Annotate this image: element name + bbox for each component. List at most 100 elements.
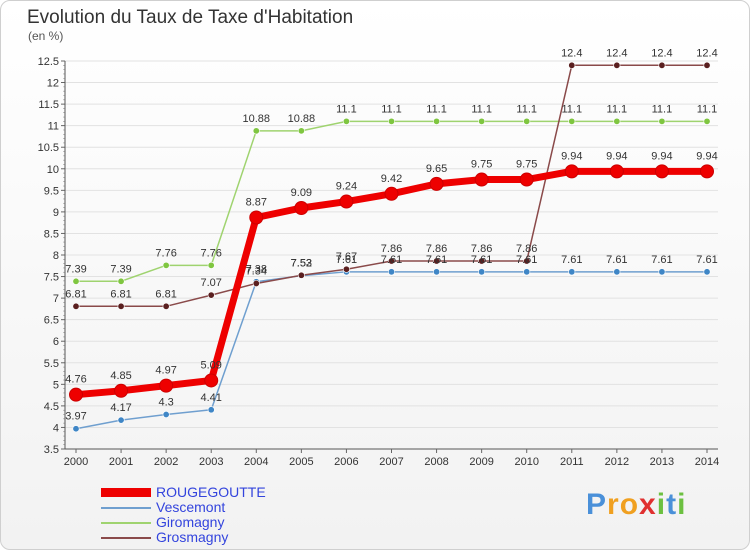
- data-point-rougegoutte: [339, 194, 354, 209]
- data-point-vescemont: [523, 268, 531, 276]
- data-label-rougegoutte: 9.09: [291, 187, 312, 199]
- data-label-rougegoutte: 9.94: [561, 150, 582, 162]
- data-label-vescemont: 7.61: [516, 254, 537, 266]
- y-tick-label: 7: [53, 293, 59, 305]
- y-tick-label: 4.5: [44, 401, 59, 413]
- data-label-giromagny: 11.1: [381, 103, 402, 115]
- data-label-grosmagny: 12.4: [606, 47, 627, 59]
- y-tick-label: 6.5: [44, 315, 59, 327]
- y-tick-label: 11: [48, 121, 59, 133]
- x-tick-label: 2009: [469, 456, 493, 468]
- data-point-giromagny: [658, 117, 666, 125]
- data-label-rougegoutte: 9.94: [696, 150, 717, 162]
- data-point-grosmagny: [207, 291, 215, 299]
- data-label-rougegoutte: 9.94: [606, 150, 627, 162]
- legend-item-vescemont: Vescemont: [101, 500, 266, 515]
- data-label-grosmagny: 7.86: [471, 243, 492, 255]
- data-label-grosmagny: 7.07: [201, 277, 222, 289]
- data-point-giromagny: [162, 261, 170, 269]
- x-tick-label: 2004: [244, 456, 268, 468]
- data-point-grosmagny: [342, 265, 350, 273]
- data-label-rougegoutte: 9.94: [651, 150, 672, 162]
- y-tick-label: 5: [53, 379, 59, 391]
- data-point-grosmagny: [252, 279, 260, 287]
- data-label-giromagny: 11.1: [516, 103, 537, 115]
- data-point-grosmagny: [703, 61, 711, 69]
- data-label-giromagny: 7.39: [110, 263, 131, 275]
- data-label-giromagny: 11.1: [607, 103, 628, 115]
- data-point-vescemont: [433, 268, 441, 276]
- x-tick-label: 2014: [695, 456, 719, 468]
- data-point-grosmagny: [613, 61, 621, 69]
- data-point-vescemont: [387, 268, 395, 276]
- data-label-rougegoutte: 5.09: [201, 359, 222, 371]
- data-label-grosmagny: 7.86: [426, 243, 447, 255]
- x-tick-label: 2011: [560, 456, 584, 468]
- data-point-vescemont: [613, 268, 621, 276]
- data-label-giromagny: 11.1: [426, 103, 447, 115]
- data-point-rougegoutte: [654, 164, 669, 179]
- logo-letter: r: [607, 488, 620, 521]
- data-point-grosmagny: [117, 302, 125, 310]
- data-point-giromagny: [117, 277, 125, 285]
- x-tick-label: 2003: [199, 456, 223, 468]
- chart-title: Evolution du Taux de Taxe d'Habitation: [27, 7, 354, 28]
- proxiti-logo: Proxiti: [586, 488, 686, 522]
- y-axis-unit: (en %): [28, 29, 64, 43]
- y-tick-label: 11.5: [38, 99, 59, 111]
- data-label-grosmagny: 7.86: [516, 243, 537, 255]
- y-tick-label: 6: [53, 336, 59, 348]
- data-point-rougegoutte: [429, 176, 444, 191]
- legend: ROUGEGOUTTE Vescemont Giromagny Grosmagn…: [101, 485, 266, 545]
- logo-letter: x: [639, 488, 657, 521]
- data-point-rougegoutte: [114, 383, 129, 398]
- data-point-grosmagny: [297, 271, 305, 279]
- data-label-giromagny: 7.39: [65, 263, 86, 275]
- data-label-rougegoutte: 9.65: [426, 163, 447, 175]
- series-group: [69, 61, 714, 433]
- data-label-vescemont: 4.3: [158, 397, 173, 409]
- data-point-vescemont: [703, 268, 711, 276]
- data-labels: 3.974.17 4.3 4.417.387.52 7.61 7.61 7.61 7.61 7…: [65, 47, 717, 422]
- y-tick-label: 4: [53, 422, 59, 434]
- logo-letter: i: [656, 488, 667, 521]
- x-tick-label: 2013: [650, 456, 674, 468]
- x-tick-label: 2001: [109, 456, 133, 468]
- logo-letter: t: [666, 488, 678, 521]
- data-label-giromagny: 11.1: [561, 103, 582, 115]
- data-label-giromagny: 11.1: [652, 103, 673, 115]
- data-point-grosmagny: [523, 257, 531, 265]
- data-point-giromagny: [568, 117, 576, 125]
- data-label-vescemont: 4.41: [201, 392, 222, 404]
- x-tick-label: 2007: [379, 456, 403, 468]
- data-label-grosmagny: 7.53: [291, 257, 312, 269]
- data-label-vescemont: 7.61: [336, 254, 357, 266]
- data-point-rougegoutte: [474, 172, 489, 187]
- legend-label: Vescemont: [156, 499, 226, 515]
- data-point-giromagny: [72, 277, 80, 285]
- y-tick-label: 10: [47, 164, 59, 176]
- data-point-giromagny: [478, 117, 486, 125]
- data-label-giromagny: 7.76: [155, 247, 176, 259]
- legend-item-giromagny: Giromagny: [101, 515, 266, 530]
- data-label-rougegoutte: 4.85: [110, 370, 131, 382]
- data-label-rougegoutte: 4.76: [65, 374, 86, 386]
- data-point-grosmagny: [478, 257, 486, 265]
- data-label-vescemont: 7.61: [426, 254, 447, 266]
- y-tick-label: 10.5: [38, 142, 59, 154]
- legend-swatch-vescemont: [101, 506, 151, 509]
- y-tick-label: 8: [53, 250, 59, 262]
- data-point-giromagny: [387, 117, 395, 125]
- data-point-giromagny: [613, 117, 621, 125]
- data-point-rougegoutte: [609, 164, 624, 179]
- data-point-giromagny: [433, 117, 441, 125]
- data-label-vescemont: 3.97: [65, 411, 86, 423]
- data-label-giromagny: 11.1: [697, 103, 718, 115]
- x-tick-label: 2005: [289, 456, 313, 468]
- data-label-giromagny: 11.1: [336, 103, 357, 115]
- y-tick-label: 12.5: [38, 56, 59, 68]
- data-point-vescemont: [658, 268, 666, 276]
- data-label-vescemont: 7.38: [246, 264, 267, 276]
- data-label-rougegoutte: 8.87: [246, 196, 267, 208]
